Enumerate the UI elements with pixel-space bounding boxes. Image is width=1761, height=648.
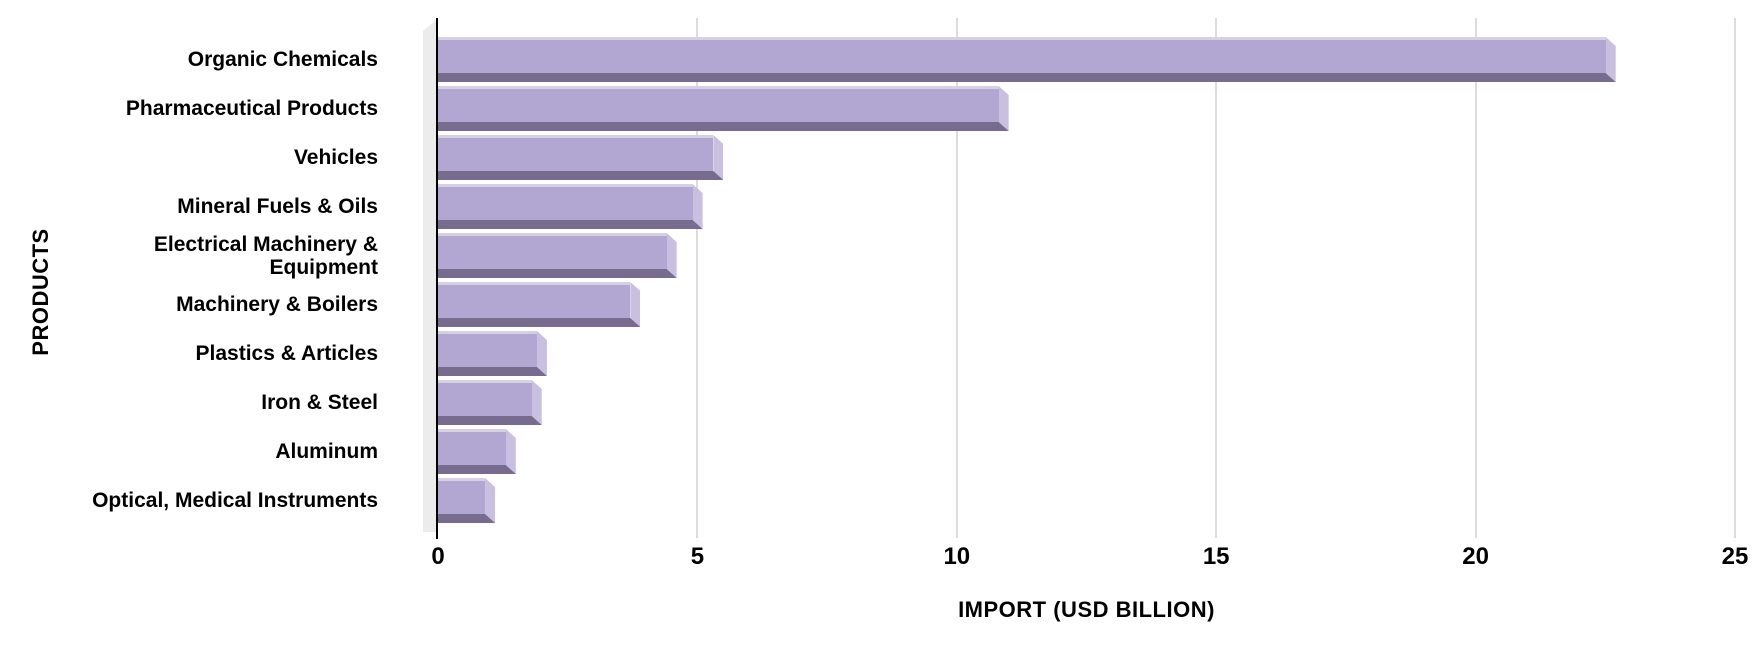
bar-side-bevel — [692, 184, 703, 229]
bar-row: Iron & Steel — [0, 380, 1735, 429]
bar-row: Optical, Medical Instruments — [0, 478, 1735, 527]
bar-face — [438, 86, 999, 122]
category-label: Iron & Steel — [261, 391, 378, 414]
x-tick-label: 15 — [1202, 543, 1230, 570]
bar-track — [438, 135, 1735, 180]
x-tick-label: 10 — [943, 543, 971, 570]
bar-bottom-shadow — [438, 465, 516, 474]
bar-side-bevel — [485, 478, 496, 523]
bar — [438, 184, 703, 229]
bar-bottom-shadow — [438, 122, 1009, 131]
bar-track — [438, 233, 1735, 278]
bar-row: Aluminum — [0, 429, 1735, 478]
category-label: Pharmaceutical Products — [125, 97, 378, 120]
bar-face — [438, 478, 486, 514]
bar-row: Plastics & Articles — [0, 331, 1735, 380]
bar-side-bevel — [531, 380, 542, 425]
gridline-25 — [1734, 18, 1736, 538]
bar-track — [438, 86, 1735, 131]
x-tick-label: 0 — [431, 543, 445, 570]
bar — [438, 380, 542, 425]
category-label: Vehicles — [293, 146, 378, 169]
gridline-15 — [1215, 18, 1218, 538]
x-axis-ticks: 0 5 10 15 20 25 — [431, 543, 1748, 573]
bar-face — [438, 184, 693, 220]
y-axis-line — [436, 18, 438, 539]
bar-face — [438, 331, 537, 367]
bar-face — [438, 233, 667, 269]
bar-bottom-shadow — [438, 73, 1616, 82]
bar-side-bevel — [713, 135, 724, 180]
bar-face — [438, 429, 506, 465]
bar-track — [438, 429, 1735, 474]
category-label: Optical, Medical Instruments — [92, 489, 378, 512]
bar — [438, 429, 516, 474]
x-tick-label: 25 — [1721, 543, 1749, 570]
category-label: Aluminum — [275, 440, 378, 463]
plot-area — [423, 18, 1736, 539]
bar-face — [438, 380, 532, 416]
bar-track — [438, 478, 1735, 523]
bar-face — [438, 282, 631, 318]
category-label: Electrical Machinery & Equipment — [153, 232, 378, 279]
x-tick-label: 5 — [690, 543, 705, 570]
bar-row: Machinery & Boilers — [0, 282, 1735, 331]
axis-wall-3d — [423, 18, 438, 532]
bar-bottom-shadow — [438, 416, 542, 425]
bar-face — [438, 135, 714, 171]
bar-row: Vehicles — [0, 135, 1735, 184]
bar — [438, 282, 641, 327]
bar — [438, 331, 547, 376]
bar-bottom-shadow — [438, 269, 677, 278]
bar — [438, 37, 1616, 82]
bar-row: Pharmaceutical Products — [0, 86, 1735, 135]
bar — [438, 86, 1009, 131]
category-label: Organic Chemicals — [187, 48, 378, 71]
category-label: Machinery & Boilers — [176, 293, 378, 316]
bar-side-bevel — [998, 86, 1009, 131]
bar-row: Organic Chemicals — [0, 37, 1735, 86]
bar-bottom-shadow — [438, 220, 703, 229]
bar-bottom-shadow — [438, 318, 640, 327]
gridline-5 — [696, 18, 699, 538]
bar-face — [438, 37, 1606, 73]
gridline-20 — [1474, 18, 1477, 538]
bar — [438, 478, 496, 523]
bar-side-bevel — [505, 429, 516, 474]
bar-rows: Organic Chemicals Pharmaceutical Products… — [0, 37, 1735, 527]
bar-row: Mineral Fuels & Oils — [0, 184, 1735, 233]
category-label: Mineral Fuels & Oils — [177, 195, 378, 218]
x-axis-title: IMPORT (USD BILLION) — [958, 597, 1215, 622]
bar-track — [438, 380, 1735, 425]
bar-track — [438, 331, 1735, 376]
bar-bottom-shadow — [438, 514, 495, 523]
bar-side-bevel — [1605, 37, 1616, 82]
bar-row: Electrical Machinery & Equipment — [0, 233, 1735, 282]
bar-side-bevel — [666, 233, 677, 278]
bar-side-bevel — [630, 282, 641, 327]
bar-bottom-shadow — [438, 171, 723, 180]
bar-track — [438, 37, 1735, 82]
bar — [438, 233, 677, 278]
x-tick-label: 20 — [1462, 543, 1489, 570]
gridline-10 — [955, 18, 958, 538]
bar-track — [438, 282, 1735, 327]
bar — [438, 135, 724, 180]
bar-side-bevel — [536, 331, 547, 376]
bar-bottom-shadow — [438, 367, 547, 376]
bar-track — [438, 184, 1735, 229]
category-label: Plastics & Articles — [195, 342, 378, 365]
